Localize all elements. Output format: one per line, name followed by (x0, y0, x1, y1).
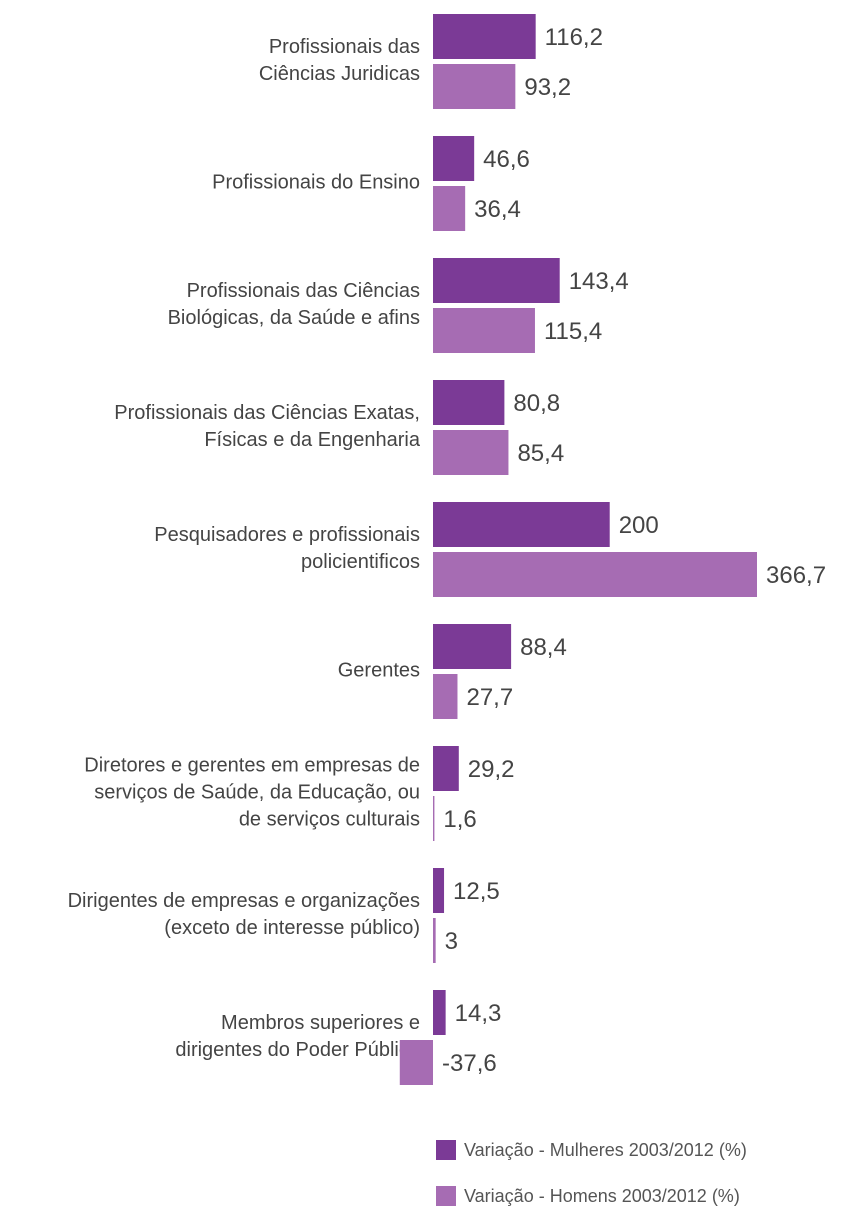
value-label: 14,3 (455, 1000, 502, 1027)
legend-swatch (436, 1186, 456, 1206)
legend-swatch (436, 1140, 456, 1160)
category-label: Diretores e gerentes em empresas de (84, 754, 420, 776)
category-label: dirigentes do Poder Público (175, 1039, 420, 1061)
category-label: de serviços culturais (239, 808, 420, 830)
category-label: Dirigentes de empresas e organizações (68, 890, 420, 912)
value-label: 366,7 (766, 562, 826, 589)
bar (433, 746, 459, 791)
bar (433, 502, 610, 547)
value-label: 3 (445, 928, 458, 955)
bar (433, 430, 509, 475)
bar (433, 380, 505, 425)
legend-label: Variação - Mulheres 2003/2012 (%) (464, 1140, 747, 1160)
category-label: Profissionais do Ensino (212, 171, 420, 193)
bar (433, 136, 475, 181)
category-label: Profissionais das Ciências Exatas, (114, 402, 420, 424)
value-label: 12,5 (453, 878, 500, 905)
category-label: Ciências Juridicas (259, 63, 420, 85)
bar (433, 186, 466, 231)
bar (433, 990, 446, 1035)
value-label: 29,2 (468, 756, 515, 783)
value-label: 93,2 (524, 74, 571, 101)
bar (433, 258, 560, 303)
value-label: 85,4 (517, 440, 564, 467)
bar (433, 868, 445, 913)
category-label: Gerentes (338, 659, 420, 681)
legend-label: Variação - Homens 2003/2012 (%) (464, 1186, 740, 1206)
bar (433, 552, 757, 597)
bar (433, 918, 436, 963)
bar (433, 674, 458, 719)
value-label: -37,6 (442, 1050, 497, 1077)
category-label: Pesquisadores e profissionais (154, 524, 420, 546)
bar (433, 624, 512, 669)
category-label: Membros superiores e (221, 1012, 420, 1034)
category-label: Profissionais das (269, 36, 420, 58)
category-label: Profissionais das Ciências (187, 280, 420, 302)
category-label: serviços de Saúde, da Educação, ou (94, 781, 420, 803)
category-label: Físicas e da Engenharia (204, 429, 421, 451)
bar (399, 1040, 433, 1085)
value-label: 116,2 (545, 24, 603, 51)
bar (433, 796, 435, 841)
value-label: 1,6 (443, 806, 476, 833)
value-label: 200 (619, 512, 659, 539)
category-label: Biológicas, da Saúde e afins (168, 307, 420, 329)
bar (433, 14, 536, 59)
value-label: 36,4 (474, 196, 521, 223)
value-label: 46,6 (483, 146, 530, 173)
value-label: 115,4 (544, 318, 602, 345)
category-label: policientificos (301, 551, 420, 573)
value-label: 80,8 (513, 390, 560, 417)
category-label: (exceto de interesse público) (164, 917, 420, 939)
bar (433, 308, 535, 353)
value-label: 143,4 (569, 268, 629, 295)
bar (433, 64, 516, 109)
value-label: 88,4 (520, 634, 567, 661)
value-label: 27,7 (466, 684, 513, 711)
